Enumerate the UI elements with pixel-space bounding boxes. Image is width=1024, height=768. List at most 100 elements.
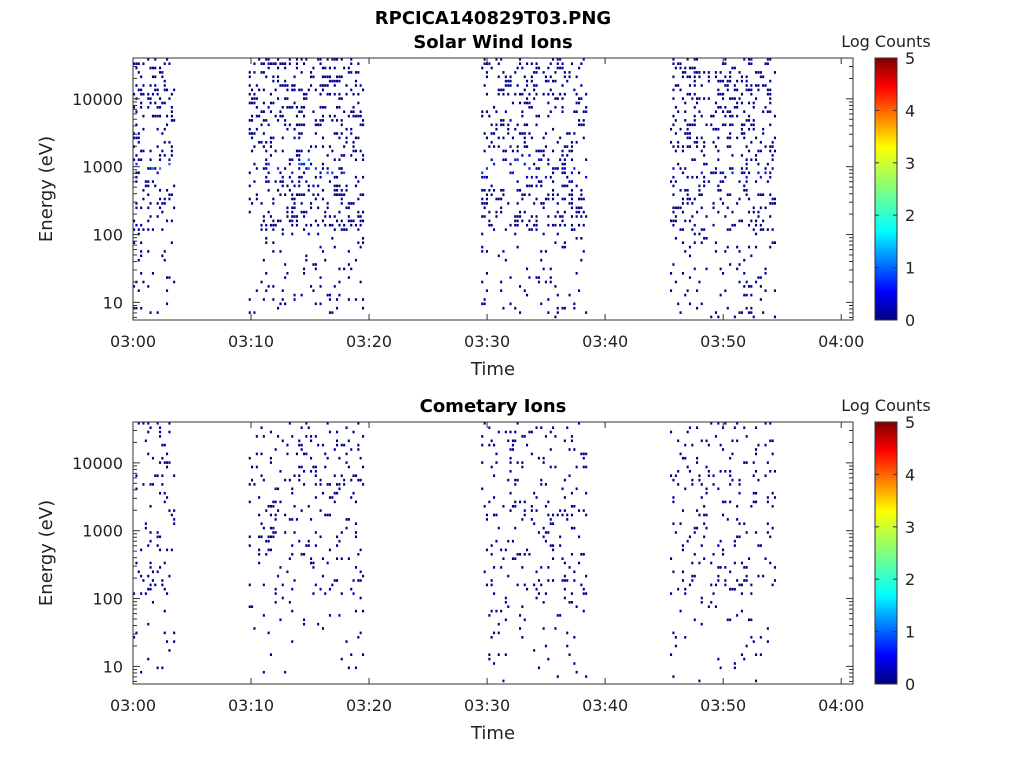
heatmap-cell bbox=[151, 66, 154, 70]
heatmap-cell bbox=[771, 158, 774, 161]
heatmap-cell bbox=[743, 461, 746, 464]
heatmap-cell bbox=[269, 223, 272, 227]
heatmap-cell bbox=[679, 522, 682, 525]
heatmap-cell bbox=[509, 461, 512, 464]
heatmap-cell bbox=[300, 193, 303, 196]
heatmap-cell bbox=[757, 276, 760, 279]
heatmap-cell bbox=[537, 66, 540, 70]
heatmap-cell bbox=[258, 496, 261, 499]
heatmap-cell bbox=[359, 596, 362, 600]
heatmap-cell bbox=[507, 605, 510, 608]
heatmap-cell bbox=[677, 110, 680, 113]
heatmap-cell bbox=[712, 223, 715, 227]
heatmap-cell bbox=[755, 679, 758, 683]
heatmap-cell bbox=[319, 535, 322, 539]
heatmap-cell bbox=[686, 136, 689, 140]
heatmap-cell bbox=[262, 478, 265, 482]
heatmap-cell bbox=[340, 167, 343, 170]
heatmap-cell bbox=[535, 228, 538, 231]
heatmap-cell bbox=[526, 443, 529, 447]
heatmap-cell bbox=[722, 553, 725, 556]
heatmap-cell bbox=[300, 553, 303, 556]
heatmap-cell bbox=[670, 430, 673, 434]
heatmap-cell bbox=[274, 223, 277, 227]
heatmap-cell bbox=[333, 184, 336, 188]
heatmap-cell bbox=[681, 149, 684, 153]
heatmap-cell bbox=[502, 189, 505, 192]
heatmap-cell bbox=[253, 627, 256, 630]
heatmap-cell bbox=[137, 132, 140, 135]
heatmap-cell bbox=[497, 430, 500, 434]
heatmap-cell bbox=[251, 202, 254, 205]
heatmap-cell bbox=[147, 452, 150, 456]
heatmap-cell bbox=[670, 141, 673, 144]
heatmap-cell bbox=[535, 66, 538, 70]
heatmap-cell bbox=[495, 210, 498, 214]
heatmap-cell bbox=[729, 193, 732, 196]
heatmap-cell bbox=[719, 79, 722, 83]
heatmap-cell bbox=[738, 263, 741, 266]
heatmap-cell bbox=[354, 531, 357, 534]
heatmap-cell bbox=[170, 548, 173, 552]
heatmap-cell bbox=[149, 167, 152, 170]
heatmap-cell bbox=[674, 132, 677, 135]
heatmap-cell bbox=[149, 158, 152, 161]
heatmap-cell bbox=[144, 180, 147, 183]
heatmap-cell bbox=[559, 544, 562, 547]
heatmap-cell bbox=[540, 483, 543, 486]
heatmap-cell bbox=[481, 114, 484, 118]
heatmap-cell bbox=[707, 180, 710, 183]
heatmap-cell bbox=[738, 522, 741, 525]
heatmap-cell bbox=[504, 618, 507, 622]
heatmap-cell bbox=[672, 675, 675, 678]
heatmap-cell bbox=[691, 443, 694, 447]
heatmap-cell bbox=[340, 132, 343, 135]
heatmap-cell bbox=[502, 136, 505, 140]
heatmap-cell bbox=[133, 228, 136, 231]
heatmap-cell bbox=[279, 250, 282, 253]
heatmap-cell bbox=[251, 119, 254, 122]
heatmap-cell bbox=[149, 66, 152, 70]
heatmap-cell bbox=[359, 215, 362, 218]
heatmap-cell bbox=[757, 193, 760, 196]
heatmap-cell bbox=[312, 465, 315, 469]
heatmap-cell bbox=[750, 636, 753, 639]
x-tick-label: 03:50 bbox=[700, 332, 746, 351]
heatmap-cell bbox=[502, 557, 505, 560]
heatmap-cell bbox=[563, 579, 566, 582]
heatmap-cell bbox=[279, 114, 282, 118]
heatmap-cell bbox=[542, 461, 545, 464]
panel-title: Cometary Ions bbox=[420, 396, 567, 417]
heatmap-cell bbox=[303, 106, 306, 109]
heatmap-cell bbox=[135, 206, 138, 210]
heatmap-cell bbox=[328, 180, 331, 183]
heatmap-cell bbox=[533, 583, 536, 587]
heatmap-cell bbox=[752, 123, 755, 127]
heatmap-cell bbox=[331, 58, 334, 61]
heatmap-cell bbox=[700, 149, 703, 153]
heatmap-cell bbox=[523, 618, 526, 622]
heatmap-cell bbox=[288, 158, 291, 161]
heatmap-cell bbox=[556, 62, 559, 65]
heatmap-cell bbox=[764, 272, 767, 275]
heatmap-cell bbox=[745, 435, 748, 438]
heatmap-cell bbox=[693, 553, 696, 556]
heatmap-cell bbox=[500, 88, 503, 92]
heatmap-cell bbox=[279, 302, 282, 306]
heatmap-cell bbox=[286, 570, 289, 574]
heatmap-cell bbox=[340, 75, 343, 79]
heatmap-cell bbox=[519, 132, 522, 135]
heatmap-cell bbox=[748, 197, 751, 201]
heatmap-cell bbox=[326, 293, 329, 297]
heatmap-cell bbox=[677, 145, 680, 148]
heatmap-cell bbox=[684, 66, 687, 70]
heatmap-cell bbox=[547, 101, 550, 105]
heatmap-cell bbox=[585, 110, 588, 113]
heatmap-cell bbox=[568, 653, 571, 656]
heatmap-cell bbox=[729, 97, 732, 100]
heatmap-cell bbox=[291, 206, 294, 210]
heatmap-cell bbox=[338, 539, 341, 543]
heatmap-cell bbox=[563, 223, 566, 227]
heatmap-cell bbox=[319, 84, 322, 87]
heatmap-cell bbox=[281, 175, 284, 179]
